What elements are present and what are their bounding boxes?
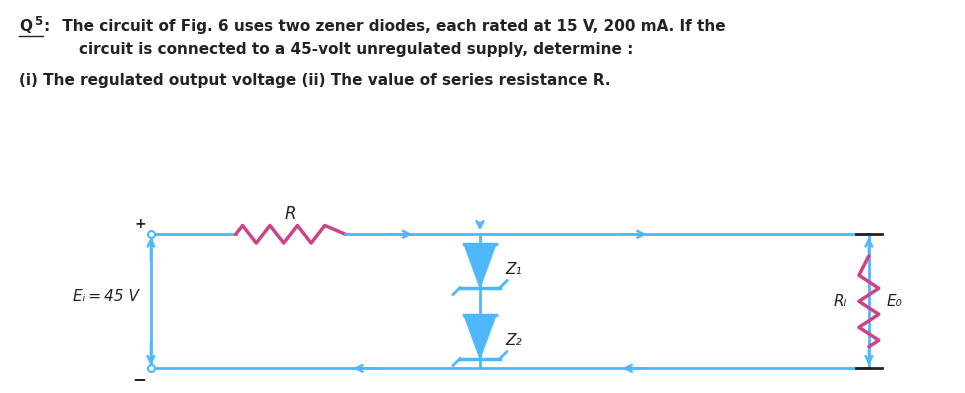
Text: Eᵢ = 45 V: Eᵢ = 45 V [73,289,139,304]
Polygon shape [464,315,496,358]
Text: :: : [43,19,49,34]
Text: 5: 5 [34,15,42,28]
Text: E₀: E₀ [887,294,902,309]
Text: Z₁: Z₁ [505,262,521,277]
Text: circuit is connected to a 45-volt unregulated supply, determine :: circuit is connected to a 45-volt unregu… [79,42,634,57]
Text: Z₂: Z₂ [505,333,521,348]
Polygon shape [464,244,496,288]
Text: −: − [132,370,146,388]
Text: R: R [285,204,296,222]
Text: +: + [134,217,146,231]
Text: Rₗ: Rₗ [834,294,847,309]
Text: The circuit of Fig. 6 uses two zener diodes, each rated at 15 V, 200 mA. If the: The circuit of Fig. 6 uses two zener dio… [57,19,726,34]
Text: Q: Q [19,19,33,34]
Text: (i) The regulated output voltage (ii) The value of series resistance R.: (i) The regulated output voltage (ii) Th… [19,73,611,88]
